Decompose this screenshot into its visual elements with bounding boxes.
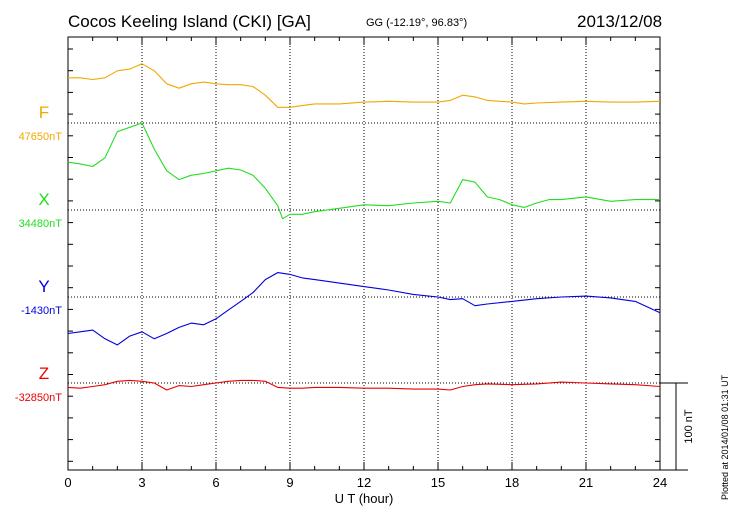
chart-date: 2013/12/08 [577,12,663,31]
series-line-X [67,122,660,220]
series-name-F: F [39,103,49,122]
series-name-Z: Z [39,364,49,383]
series-name-Y: Y [38,277,49,296]
series-line-Z [67,379,661,391]
x-tick-label: 0 [64,475,71,490]
x-tick-label: 24 [653,475,667,490]
x-tick-label: 9 [286,475,293,490]
scale-bar-label: 100 nT [683,409,695,444]
series-name-X: X [38,190,49,209]
plotted-timestamp: Plotted at 2014/01/08 01:31 UT [720,374,730,500]
series-baseline-F: 47650nT [19,131,63,143]
x-tick-label: 3 [138,475,145,490]
series-baseline-X: 34480nT [19,218,63,230]
x-tick-label: 18 [505,475,519,490]
x-tick-label: 12 [357,475,371,490]
x-axis-label: U T (hour) [335,491,394,506]
x-tick-label: 6 [212,475,219,490]
station-coordinates: GG (-12.19°, 96.83°) [366,17,468,29]
x-tick-label: 15 [431,475,445,490]
x-tick-label: 21 [579,475,593,490]
series-line-Y [67,272,661,346]
chart-title: Cocos Keeling Island (CKI) [GA] [68,12,311,31]
series-baseline-Y: -1430nT [21,305,62,317]
series-line-F [68,63,661,108]
series-baseline-Z: -32850nT [15,392,62,404]
